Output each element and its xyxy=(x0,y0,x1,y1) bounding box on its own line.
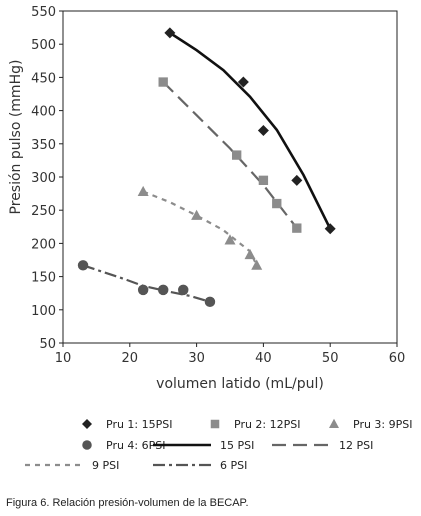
data-point xyxy=(257,125,269,137)
series-line-6-psi xyxy=(82,264,211,303)
legend-label: 9 PSI xyxy=(92,459,119,472)
data-point xyxy=(137,284,149,296)
data-point xyxy=(77,260,89,271)
plot-area xyxy=(62,10,398,344)
legend-item: Pru 1: 15PSI xyxy=(82,418,173,431)
y-tick-label: 50 xyxy=(39,337,56,352)
y-tick-label: 550 xyxy=(31,5,56,20)
series-points-triangle xyxy=(137,185,263,270)
y-axis-ticks: 50 100 150 200 250 300 350 400 450 500 550 xyxy=(31,5,63,352)
legend-label: Pru 1: 15PSI xyxy=(106,418,173,431)
x-tick-label: 10 xyxy=(55,351,72,366)
data-point xyxy=(164,27,176,39)
legend-item: 6 PSI xyxy=(153,459,247,472)
x-axis-title: volumen latido (mL/pul) xyxy=(156,376,324,392)
y-tick-label: 200 xyxy=(31,237,56,252)
data-point xyxy=(157,284,169,296)
x-tick-label: 20 xyxy=(122,351,139,366)
data-point xyxy=(178,284,189,296)
data-point xyxy=(237,76,249,88)
data-point xyxy=(137,185,149,197)
data-point xyxy=(191,209,203,220)
series-path xyxy=(142,190,258,266)
legend-marker xyxy=(82,419,92,429)
y-tick-label: 300 xyxy=(31,171,56,186)
legend-marker xyxy=(210,419,220,429)
x-axis-ticks: 10 20 30 40 50 60 xyxy=(55,343,406,366)
y-axis-title: Presión pulso (mmHg) xyxy=(8,60,24,215)
series-path xyxy=(169,31,332,230)
legend-item: Pru 2: 12PSI xyxy=(210,418,301,431)
plot-frame xyxy=(62,10,398,344)
data-point xyxy=(204,296,216,308)
data-point xyxy=(324,223,336,235)
data-point xyxy=(292,223,302,233)
data-point xyxy=(232,150,242,160)
x-tick-label: 60 xyxy=(389,351,406,366)
y-tick-label: 150 xyxy=(31,271,56,286)
y-tick-label: 250 xyxy=(31,204,56,219)
data-point xyxy=(244,248,256,260)
legend-marker xyxy=(82,440,92,450)
series-path xyxy=(162,81,298,229)
legend-item: Pru 3: 9PSI xyxy=(329,418,413,431)
data-point xyxy=(258,175,269,185)
x-tick-label: 30 xyxy=(188,351,205,366)
legend-item: Pru 4: 6PSI xyxy=(82,439,166,452)
y-tick-label: 500 xyxy=(31,38,56,53)
data-point xyxy=(158,77,168,87)
series-line-9-psi xyxy=(142,190,258,266)
series-points-circle xyxy=(77,260,216,308)
legend-item: 12 PSI xyxy=(272,439,373,452)
series-points-diamond xyxy=(164,27,336,235)
series-path xyxy=(82,264,211,303)
chart: 10 20 30 40 50 60 501001502002503003504004505… xyxy=(8,5,413,472)
data-point xyxy=(224,234,236,245)
legend: Pru 1: 15PSI Pru 2: 12PSI Pru 3: 9PSI Pru 4… xyxy=(25,418,413,472)
y-tick-label: 100 xyxy=(31,304,56,319)
legend-marker xyxy=(329,418,339,428)
legend-label: Pru 2: 12PSI xyxy=(234,418,301,431)
series-line-12-psi xyxy=(162,81,298,229)
data-point xyxy=(251,259,263,270)
legend-item: 9 PSI xyxy=(25,459,119,472)
data-point xyxy=(291,174,303,186)
legend-label: 6 PSI xyxy=(220,459,247,472)
figure-caption: Figura 6. Relación presión-volumen de la… xyxy=(6,497,249,509)
y-tick-label: 350 xyxy=(31,138,56,153)
series-line-15-psi xyxy=(169,31,332,230)
legend-label: Pru 4: 6PSI xyxy=(106,439,166,452)
y-tick-label: 450 xyxy=(31,71,56,86)
series-points-square xyxy=(158,77,302,233)
y-tick-label: 400 xyxy=(31,105,56,120)
legend-label: 12 PSI xyxy=(339,439,373,452)
x-tick-label: 50 xyxy=(322,351,339,366)
x-tick-label: 40 xyxy=(255,351,272,366)
legend-item: 15 PSI xyxy=(153,439,254,452)
legend-label: Pru 3: 9PSI xyxy=(353,418,413,431)
legend-label: 15 PSI xyxy=(220,439,254,452)
data-point xyxy=(272,198,282,209)
